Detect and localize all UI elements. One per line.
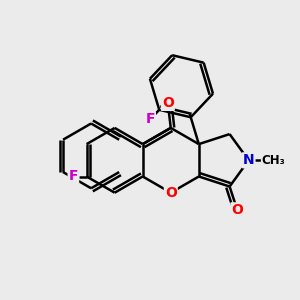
Text: F: F [69,169,78,184]
Text: O: O [231,203,243,217]
Text: O: O [162,96,174,110]
Text: F: F [146,112,155,126]
Text: N: N [243,153,254,167]
Text: O: O [165,186,177,200]
Text: CH₃: CH₃ [262,154,286,167]
